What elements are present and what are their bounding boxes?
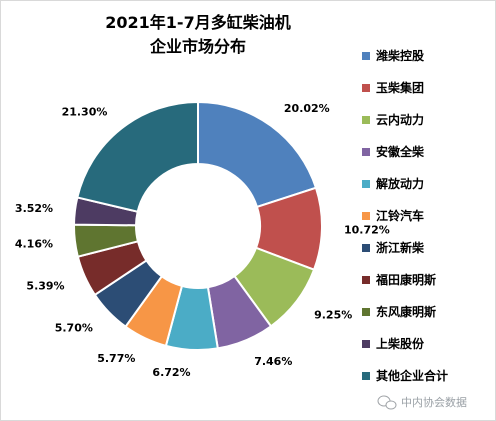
slice-label-5: 5.77% bbox=[97, 352, 135, 365]
watermark-text: 中内协会数据 bbox=[401, 395, 467, 409]
legend-label-10: 其他企业合计 bbox=[376, 368, 448, 383]
chart-title-line-2: 企业市场分布 bbox=[149, 37, 246, 56]
legend-label-8: 东风康明斯 bbox=[376, 304, 436, 319]
legend-label-9: 上柴股份 bbox=[376, 336, 425, 351]
legend-swatch-9 bbox=[362, 340, 370, 348]
legend-swatch-7 bbox=[362, 276, 370, 284]
legend-swatch-2 bbox=[362, 116, 370, 124]
slice-labels: 20.02% 10.72% 9.25% 7.46% 6.72% 5.77% 5.70% 5.3… bbox=[15, 102, 390, 379]
slice-label-6: 5.70% bbox=[55, 321, 93, 334]
legend-label-7: 福田康明斯 bbox=[375, 272, 436, 287]
slice-10 bbox=[76, 100, 199, 213]
legend-swatch-1 bbox=[362, 84, 370, 92]
slice-label-7: 5.39% bbox=[26, 279, 64, 292]
slice-label-2: 9.25% bbox=[314, 309, 352, 322]
slice-label-4: 6.72% bbox=[152, 366, 190, 379]
chart-title-line-1: 2021年1-7月多缸柴油机 bbox=[105, 13, 290, 32]
legend-label-2: 云内动力 bbox=[376, 112, 424, 127]
slice-0 bbox=[197, 100, 318, 209]
legend-swatch-8 bbox=[362, 308, 370, 316]
watermark: 中内协会数据 bbox=[377, 395, 467, 410]
legend-swatch-5 bbox=[362, 212, 370, 220]
slice-label-0: 20.02% bbox=[284, 102, 330, 115]
slice-label-3: 7.46% bbox=[254, 355, 292, 368]
legend-label-1: 玉柴集团 bbox=[376, 80, 424, 95]
slice-label-10: 21.30% bbox=[62, 106, 108, 119]
legend-label-0: 潍柴控股 bbox=[375, 48, 425, 63]
legend-label-5: 江铃汽车 bbox=[376, 208, 424, 223]
legend-label-4: 解放动力 bbox=[376, 176, 424, 191]
legend-swatch-3 bbox=[362, 148, 370, 156]
wechat-icon bbox=[377, 395, 397, 410]
legend-swatch-4 bbox=[362, 180, 370, 188]
legend: 潍柴控股玉柴集团云内动力安徽全柴解放动力江铃汽车浙江新柴福田康明斯东风康明斯上柴… bbox=[362, 48, 448, 383]
legend-swatch-0 bbox=[362, 52, 370, 60]
slice-label-9: 3.52% bbox=[15, 202, 53, 215]
legend-label-3: 安徽全柴 bbox=[376, 144, 425, 159]
slice-label-8: 4.16% bbox=[15, 237, 53, 250]
legend-swatch-10 bbox=[362, 372, 370, 380]
slice-label-1: 10.72% bbox=[344, 224, 390, 237]
donut-slices bbox=[72, 100, 323, 351]
legend-swatch-6 bbox=[362, 244, 370, 252]
legend-label-6: 浙江新柴 bbox=[376, 240, 425, 255]
